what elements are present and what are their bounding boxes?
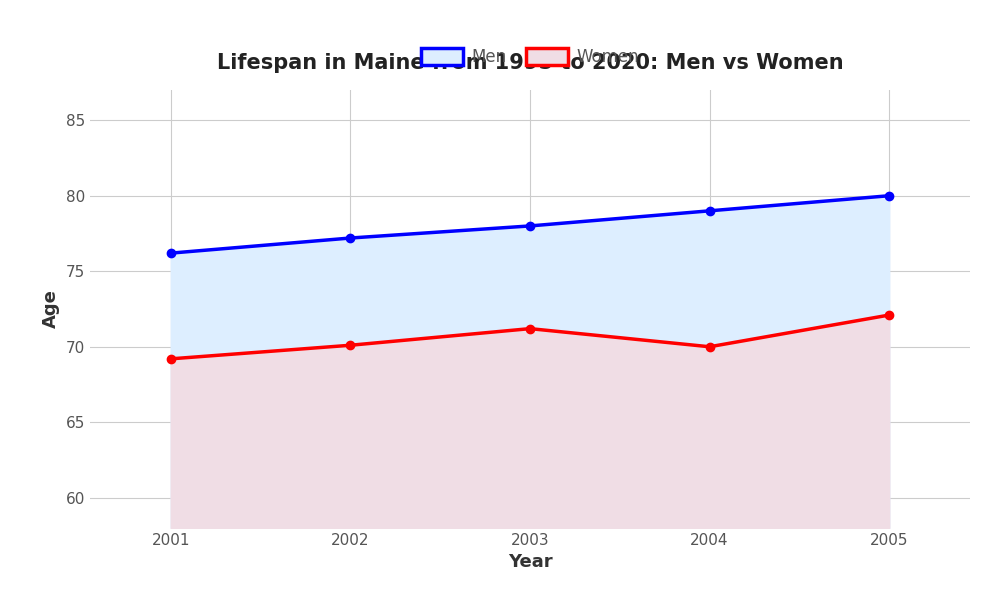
Title: Lifespan in Maine from 1995 to 2020: Men vs Women: Lifespan in Maine from 1995 to 2020: Men… [217, 53, 843, 73]
Legend: Men, Women: Men, Women [414, 41, 646, 73]
X-axis label: Year: Year [508, 553, 552, 571]
Y-axis label: Age: Age [42, 290, 60, 328]
